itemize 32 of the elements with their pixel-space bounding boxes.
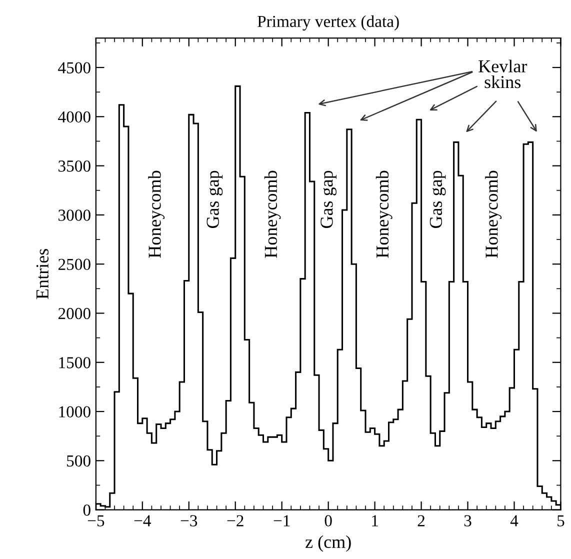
y-tick-label: 1500 [59,357,90,368]
annotation: Gas gap [430,170,446,228]
annotation: Honeycomb [376,170,392,258]
x-tick-label: 1 [372,515,378,526]
x-tick-label: −4 [134,515,152,526]
x-tick-label: −2 [227,515,244,526]
y-tick-label: 4000 [58,111,90,123]
y-tick-label: 1000 [59,406,90,418]
annotation: Kevlar skins [478,60,528,88]
annotation: Gas gap [320,170,337,228]
y-tick-label: 2000 [58,308,90,320]
y-tick-label: 3500 [58,160,90,172]
x-tick-label: 0 [324,515,332,526]
x-tick-label: −5 [88,515,104,526]
x-tick-label: 4 [510,515,518,526]
y-tick-label: 2500 [58,258,90,270]
x-tick-label: −3 [180,515,198,526]
x-tick-label: −1 [274,515,290,526]
y-tick-label: 4500 [58,62,90,74]
x-tick-label: 2 [418,515,425,526]
y-tick-label: 500 [67,455,90,467]
annotation: Honeycomb [148,170,165,258]
y-axis-title: Entries [36,248,49,299]
x-axis-title: z (cm) [306,535,351,552]
chart-title: Primary vertex (data) [258,15,399,30]
x-tick-label: 3 [464,515,472,526]
annotation: Honeycomb [485,170,502,258]
x-tick-label: 5 [558,515,564,526]
annotation: Honeycomb [264,170,281,258]
annotation: Gas gap [206,170,223,228]
y-tick-label: 3000 [58,210,90,221]
y-tick-label: 0 [83,504,90,516]
